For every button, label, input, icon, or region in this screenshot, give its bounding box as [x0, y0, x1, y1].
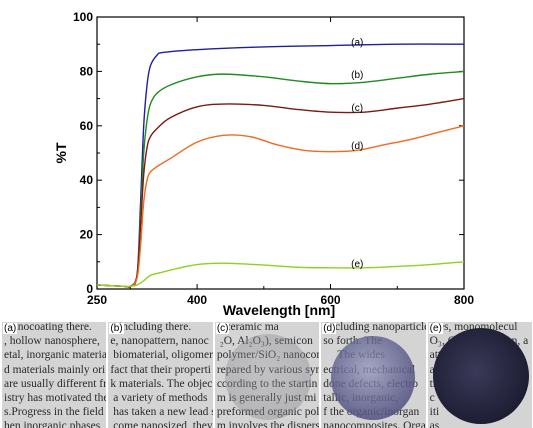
sample-photo-strip: nanocoating there. , hollow nanosphere, …	[2, 322, 533, 428]
series-label-a: (a)	[351, 37, 363, 48]
x-tick-label: 800	[454, 293, 474, 307]
sample-photo-c: , ceramic ma ₂O, Al₂O₃), semicon polymer…	[214, 322, 320, 428]
background-text: , ceramic ma ₂O, Al₂O₃), semicon polymer…	[216, 322, 320, 428]
coated-disc	[331, 336, 416, 420]
series-line-b	[96, 70, 465, 288]
x-tick-label: 400	[187, 293, 207, 307]
coated-disc	[432, 328, 529, 424]
series-line-c	[96, 97, 465, 288]
background-text: nanocoating there. , hollow nanosphere, …	[4, 322, 107, 428]
series-line-a	[96, 43, 465, 288]
sample-photo-b: , including there. e, nanopattern, nanoc…	[108, 322, 213, 428]
background-text: , including there. e, nanopattern, nanoc…	[110, 322, 213, 428]
coated-disc	[224, 334, 311, 420]
x-axis-label: Wavelength [nm]	[223, 302, 335, 318]
panel-tag: (b)	[109, 323, 124, 334]
panel-tag: (a)	[3, 323, 18, 334]
series-label-d: (d)	[351, 141, 363, 152]
panel-tag: (c)	[215, 323, 230, 334]
series-line-e	[96, 261, 465, 288]
x-tick-label: 250	[87, 293, 107, 307]
plot-area: 250 400 600 800 0 20 40 60 80 100 (a) (b) (c) (d) (e)	[73, 10, 474, 307]
y-tick-label: 0	[86, 282, 93, 296]
sample-photo-a: nanocoating there. , hollow nanosphere, …	[2, 322, 107, 428]
series-label-b: (b)	[351, 70, 363, 81]
transmittance-chart: 250 400 600 800020406080100(a)(b)(c)(d)(e) …	[53, 10, 474, 318]
sample-photo-e: ites, monomolecul O₃, CdS, and so on, a …	[427, 322, 533, 428]
y-tick-label: 60	[80, 119, 94, 133]
panel-tag: (e)	[428, 323, 443, 334]
y-tick-label: 100	[73, 10, 93, 24]
panel-tag: (d)	[322, 323, 337, 334]
y-tick-label: 20	[80, 228, 94, 242]
y-axis-label: %T	[53, 142, 69, 163]
y-tick-label: 80	[80, 64, 94, 78]
y-tick-label: 40	[80, 173, 94, 187]
series-label-c: (c)	[351, 103, 363, 114]
series-line-d	[96, 125, 465, 288]
sample-photo-d: including nanoparticle so forth. The The…	[321, 322, 426, 428]
series-label-e: (e)	[351, 259, 363, 270]
x-tick-label: 600	[321, 293, 341, 307]
plot-frame	[96, 16, 465, 290]
